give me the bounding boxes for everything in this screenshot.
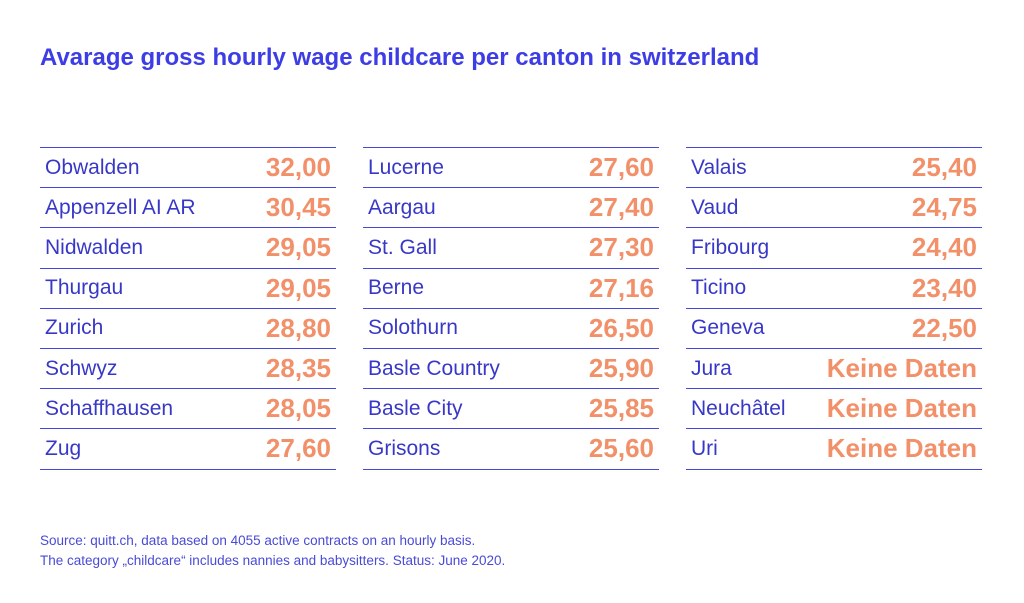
- wage-value: Keine Daten: [826, 393, 977, 424]
- canton-name: Solothurn: [368, 316, 458, 340]
- table-row: Zug 27,60: [40, 429, 336, 470]
- wage-value: 24,40: [911, 232, 977, 263]
- canton-name: Geneva: [691, 316, 765, 340]
- canton-name: Uri: [691, 436, 718, 460]
- canton-name: Grisons: [368, 436, 441, 460]
- canton-name: Lucerne: [368, 155, 444, 179]
- source-line: Source: quitt.ch, data based on 4055 act…: [40, 533, 476, 548]
- table-row: Lucerne 27,60: [363, 148, 659, 189]
- canton-name: Valais: [691, 155, 747, 179]
- canton-name: Appenzell AI AR: [45, 195, 196, 219]
- wage-value: 27,16: [588, 272, 654, 303]
- canton-name: Aargau: [368, 195, 436, 219]
- canton-name: Neuchâtel: [691, 396, 786, 420]
- table-row: Appenzell AI AR 30,45: [40, 188, 336, 229]
- wage-value: 29,05: [265, 232, 331, 263]
- table-row: Grisons 25,60: [363, 429, 659, 470]
- category-note-line: The category „childcare“ includes nannie…: [40, 553, 506, 568]
- canton-name: Obwalden: [45, 155, 140, 179]
- canton-name: Zug: [45, 436, 82, 460]
- canton-name: Basle Country: [368, 356, 500, 380]
- wage-value: 28,35: [265, 353, 331, 384]
- canton-name: Berne: [368, 276, 425, 300]
- wage-value: 27,30: [588, 232, 654, 263]
- wage-value: 26,50: [588, 312, 654, 343]
- wage-value: Keine Daten: [826, 353, 977, 384]
- table-row: Geneva 22,50: [686, 309, 982, 349]
- table-row: Schaffhausen 28,05: [40, 389, 336, 430]
- table-row: Basle City 25,85: [363, 389, 659, 430]
- wage-value: 25,85: [588, 393, 654, 424]
- wage-value: 30,45: [265, 192, 331, 223]
- table-row: Neuchâtel Keine Daten: [686, 389, 982, 430]
- wage-value: 28,80: [265, 312, 331, 343]
- canton-name: Ticino: [691, 276, 747, 300]
- wage-value: 27,40: [588, 192, 654, 223]
- table-row: St. Gall 27,30: [363, 228, 659, 269]
- canton-name: Zurich: [45, 316, 104, 340]
- table-row: Thurgau 29,05: [40, 269, 336, 309]
- wage-table-column-3: Valais 25,40 Vaud 24,75 Fribourg 24,40 Ticino 2…: [686, 147, 982, 470]
- canton-name: Jura: [691, 356, 732, 380]
- source-note: Source: quitt.ch, data based on 4055 act…: [40, 531, 505, 571]
- table-row: Valais 25,40: [686, 148, 982, 189]
- wage-value: 28,05: [265, 393, 331, 424]
- wage-value: 25,40: [911, 152, 977, 183]
- table-row: Berne 27,16: [363, 269, 659, 309]
- wage-value: Keine Daten: [826, 433, 977, 464]
- table-row: Fribourg 24,40: [686, 228, 982, 269]
- table-row: Schwyz 28,35: [40, 349, 336, 390]
- canton-name: Vaud: [691, 195, 739, 219]
- table-row: Obwalden 32,00: [40, 148, 336, 189]
- canton-name: Nidwalden: [45, 235, 144, 259]
- table-row: Aargau 27,40: [363, 188, 659, 229]
- canton-name: Schwyz: [45, 356, 118, 380]
- wage-value: 27,60: [588, 152, 654, 183]
- table-row: Basle Country 25,90: [363, 349, 659, 390]
- table-row: Zurich 28,80: [40, 309, 336, 349]
- table-row: Nidwalden 29,05: [40, 228, 336, 269]
- canton-name: Basle City: [368, 396, 463, 420]
- wage-value: 24,75: [911, 192, 977, 223]
- wage-value: 23,40: [911, 272, 977, 303]
- wage-value: 27,60: [265, 433, 331, 464]
- wage-value: 29,05: [265, 272, 331, 303]
- table-row: Uri Keine Daten: [686, 429, 982, 470]
- chart-title: Avarage gross hourly wage childcare per …: [40, 44, 760, 71]
- wage-value: 25,90: [588, 353, 654, 384]
- canton-name: Schaffhausen: [45, 396, 174, 420]
- table-row: Vaud 24,75: [686, 188, 982, 229]
- canton-name: Fribourg: [691, 235, 770, 259]
- wage-table-column-1: Obwalden 32,00 Appenzell AI AR 30,45 Nidwald…: [40, 147, 336, 470]
- table-row: Solothurn 26,50: [363, 309, 659, 349]
- wage-value: 22,50: [911, 312, 977, 343]
- wage-table-column-2: Lucerne 27,60 Aargau 27,40 St. Gall 27,30 Bern…: [363, 147, 659, 470]
- wage-value: 25,60: [588, 433, 654, 464]
- canton-name: Thurgau: [45, 276, 124, 300]
- wage-value: 32,00: [265, 152, 331, 183]
- table-row: Ticino 23,40: [686, 269, 982, 309]
- table-row: Jura Keine Daten: [686, 349, 982, 390]
- canton-name: St. Gall: [368, 235, 437, 259]
